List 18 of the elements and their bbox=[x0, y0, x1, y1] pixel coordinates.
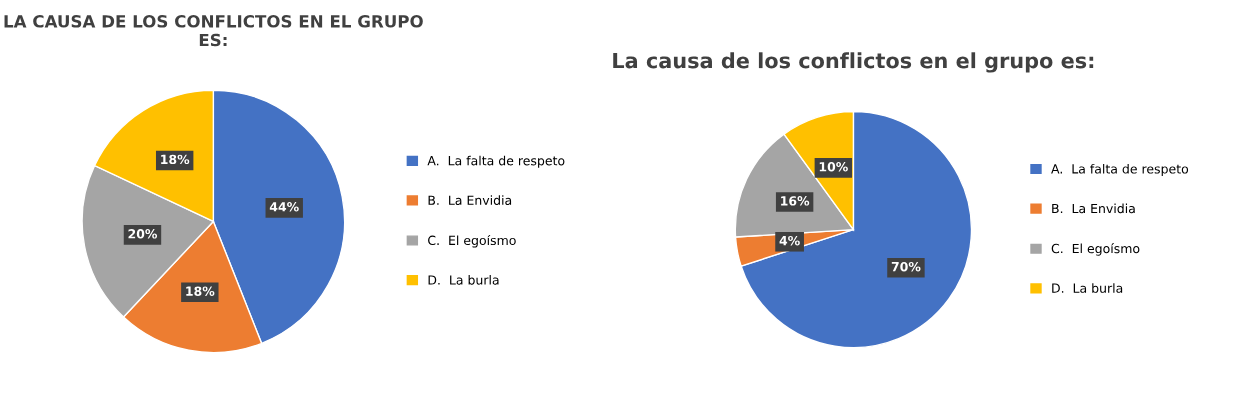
legend-label: A. La falta de respeto bbox=[1051, 163, 1189, 176]
data-label: 70% bbox=[891, 261, 921, 272]
data-label: 18% bbox=[161, 154, 190, 165]
legend-label: C. El egoísmo bbox=[1051, 243, 1140, 256]
legend-label: D. La burla bbox=[1052, 283, 1123, 293]
chart-title: LA CAUSA DE LOS CONFLICTOS EN EL GRUPO ES: bbox=[4, 15, 423, 47]
legend-label: B. La Envidia bbox=[428, 195, 512, 205]
legend-label: B. La Envidia bbox=[1052, 203, 1135, 214]
chart-title: La causa de los conflictos en el grupo es: bbox=[613, 52, 1094, 73]
data-label: 20% bbox=[128, 229, 158, 239]
data-label: 18% bbox=[186, 286, 215, 296]
legend-label: A. La falta de respeto bbox=[427, 155, 565, 168]
data-label: 4% bbox=[779, 235, 800, 246]
data-label: 10% bbox=[819, 162, 848, 172]
data-label: 44% bbox=[269, 202, 299, 212]
legend-label: C. El egoísmo bbox=[428, 234, 516, 248]
data-label: 16% bbox=[781, 196, 810, 206]
legend-label: D. La burla bbox=[428, 275, 499, 285]
